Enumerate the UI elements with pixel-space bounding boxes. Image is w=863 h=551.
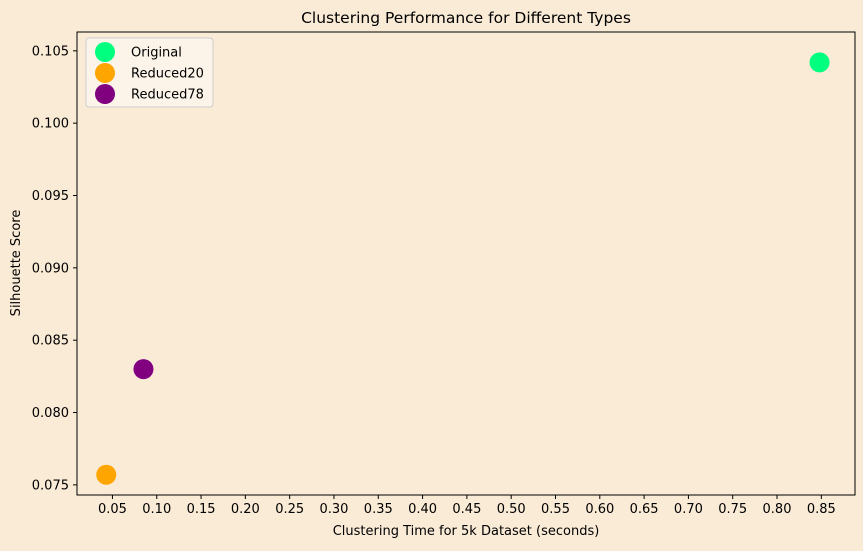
x-tick-label: 0.75: [718, 502, 747, 517]
chart-title: Clustering Performance for Different Typ…: [301, 9, 631, 27]
y-tick-label: 0.095: [32, 189, 69, 204]
y-axis-title: Silhouette Score: [9, 210, 24, 317]
y-tick-label: 0.075: [32, 478, 69, 493]
x-tick-label: 0.30: [319, 502, 348, 517]
data-point-original: [809, 52, 830, 73]
x-tick-label: 0.20: [231, 502, 260, 517]
y-tick-label: 0.080: [32, 406, 69, 421]
legend-marker-original: [95, 42, 115, 62]
x-tick-label: 0.40: [408, 502, 437, 517]
x-tick-label: 0.50: [497, 502, 526, 517]
y-tick-label: 0.090: [32, 261, 69, 276]
legend-label-reduced20: Reduced20: [131, 67, 204, 82]
x-tick-label: 0.65: [630, 502, 659, 517]
data-point-reduced20: [96, 464, 117, 485]
legend-marker-reduced20: [95, 63, 115, 83]
x-tick-label: 0.10: [142, 502, 171, 517]
x-tick-label: 0.55: [541, 502, 570, 517]
x-tick-label: 0.85: [807, 502, 836, 517]
x-tick-label: 0.45: [452, 502, 481, 517]
x-tick-label: 0.25: [275, 502, 304, 517]
legend-label-reduced78: Reduced78: [131, 88, 204, 103]
x-axis-title: Clustering Time for 5k Dataset (seconds): [333, 524, 600, 539]
legend-box: [85, 37, 214, 108]
legend-marker-reduced78: [95, 84, 115, 104]
x-tick-label: 0.05: [98, 502, 127, 517]
legend-label-original: Original: [131, 46, 182, 61]
data-point-reduced78: [133, 359, 154, 380]
plot-frame: [76, 31, 856, 496]
x-tick-label: 0.70: [674, 502, 703, 517]
y-tick-label: 0.105: [32, 44, 69, 59]
x-tick-label: 0.60: [585, 502, 614, 517]
y-tick-label: 0.100: [32, 117, 69, 132]
plot-area: [77, 32, 855, 495]
x-tick-label: 0.80: [763, 502, 792, 517]
y-tick-label: 0.085: [32, 334, 69, 349]
x-tick-label: 0.35: [364, 502, 393, 517]
x-tick-label: 0.15: [187, 502, 216, 517]
plot-layer: 0.05 0.10 0.15 0.20 0.25 0.30 0.35 0.40 0.45 0.50…: [32, 31, 856, 517]
